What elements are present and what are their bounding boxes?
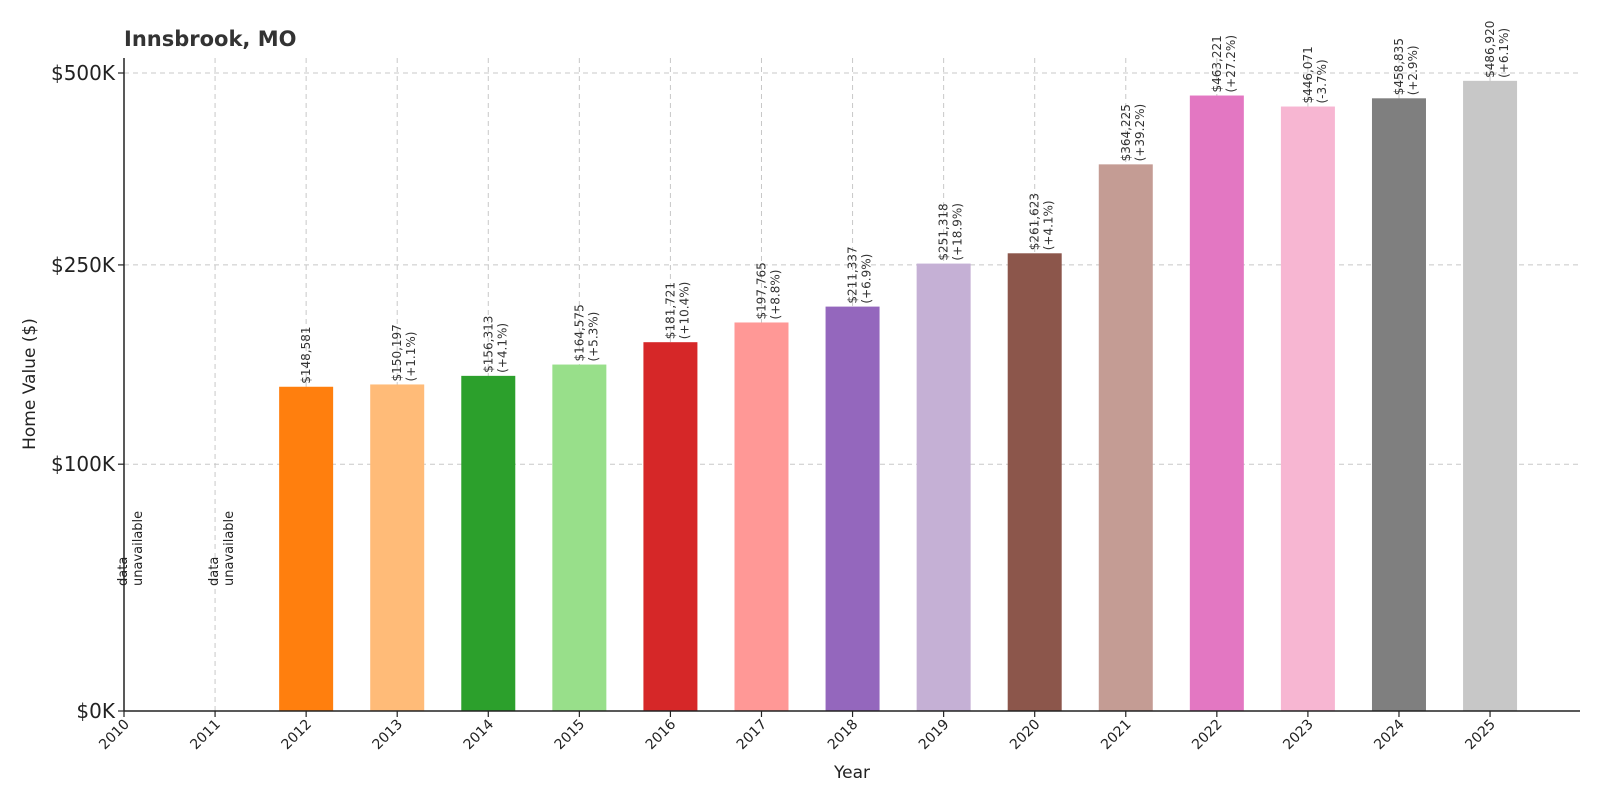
x-tick-label: 2023: [1280, 717, 1317, 754]
x-tick-label: 2016: [643, 716, 680, 753]
bar: [1189, 95, 1244, 711]
bar-value-label: $486,920(+6.1%): [1483, 21, 1511, 78]
bar: [370, 384, 425, 711]
bar-value-label: $251,318(+18.9%): [937, 203, 965, 261]
bar-value-label: $156,313(+4.1%): [481, 316, 509, 373]
bar-value-label: $150,197(+1.1%): [390, 324, 418, 381]
bar-value-label: $463,221(+27.2%): [1210, 35, 1238, 93]
bar: [916, 263, 971, 711]
bar-value-label: $458,835(+2.9%): [1392, 38, 1420, 95]
bar: [1371, 98, 1426, 711]
bar: [1098, 164, 1153, 711]
bar-value-label: $181,721(+10.4%): [663, 282, 691, 340]
bar-value-label: $197,765(+8.8%): [754, 262, 782, 319]
bars: [279, 80, 1518, 712]
bar-value-label: $211,337(+6.9%): [846, 246, 874, 303]
x-tick-label: 2019: [916, 717, 953, 754]
x-tick-label: 2015: [552, 717, 589, 754]
bar-value-label: $148,581: [299, 326, 313, 383]
data-unavailable-label: dataunavailable: [207, 511, 237, 586]
x-axis-label: Year: [833, 763, 870, 783]
bar-value-label: $364,225(+39.2%): [1119, 104, 1147, 162]
bar-value-label: $446,071(-3.7%): [1301, 46, 1329, 103]
bar: [552, 364, 607, 711]
x-tick-label: 2013: [370, 717, 407, 754]
bar: [825, 306, 880, 711]
x-tick-label: 2025: [1462, 717, 1499, 754]
x-tick-label: 2020: [1007, 717, 1044, 754]
bar: [643, 342, 698, 711]
chart-title: Innsbrook, MO: [124, 27, 296, 51]
bar: [734, 322, 789, 711]
y-axis-label: Home Value ($): [20, 318, 40, 450]
x-tick-label: 2024: [1371, 716, 1408, 753]
bar: [1463, 80, 1518, 712]
bar-value-label: $164,575(+5.3%): [572, 304, 600, 361]
bar-labels: dataunavailable dataunavailable $148,581 $1…: [116, 21, 1511, 586]
x-tick-label: 2021: [1098, 717, 1135, 754]
x-tick-label: 2014: [461, 716, 498, 753]
y-tick-label: $250K: [51, 253, 116, 277]
x-tick-label: 2012: [278, 717, 315, 754]
data-unavailable-label: dataunavailable: [116, 511, 146, 586]
x-tick-label: 2018: [825, 717, 862, 754]
bar: [461, 375, 516, 711]
x-tick-label: 2017: [734, 717, 771, 754]
bar: [1280, 106, 1335, 711]
bar: [279, 386, 334, 711]
y-tick-label: $0K: [76, 699, 115, 723]
x-tick-label: 2011: [187, 717, 224, 754]
y-tick-label: $500K: [51, 61, 116, 85]
x-tick-label: 2022: [1189, 717, 1226, 754]
bar: [1007, 253, 1062, 711]
bar-value-label: $261,623(+4.1%): [1028, 193, 1056, 250]
y-tick-label: $100K: [51, 452, 116, 476]
